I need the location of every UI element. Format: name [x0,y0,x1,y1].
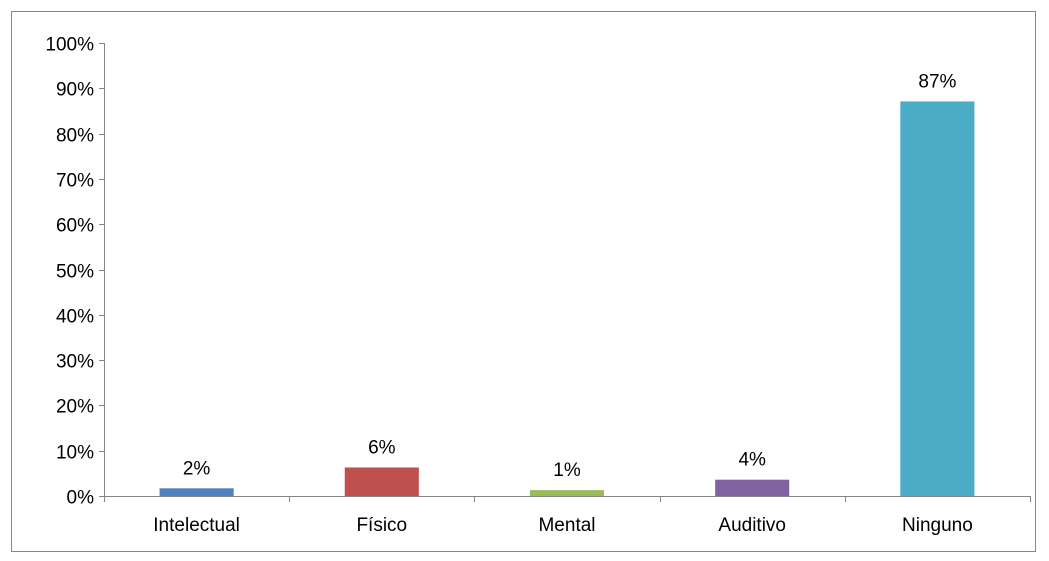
data-label: 6% [368,437,396,458]
x-category-label: Intelectual [153,515,240,536]
bar-intelectual [159,488,234,496]
x-category-label: Mental [538,515,595,536]
y-tick-label: 60% [56,216,94,237]
y-tick-label: 30% [56,352,94,373]
y-tick-label: 0% [67,488,95,509]
y-tick-label: 100% [45,35,94,56]
x-axis: Intelectual Físico Mental Auditivo Ninguno [104,496,1031,536]
data-label: 2% [183,458,211,479]
bar-mental [529,490,605,496]
bars [159,101,975,496]
bar-ninguno [900,101,975,496]
data-label: 87% [918,71,956,92]
y-tick-label: 20% [56,397,94,418]
x-category-label: Ninguno [902,515,973,536]
y-tick-label: 80% [56,126,94,147]
chart-border [11,11,1036,552]
y-tick-label: 70% [56,171,94,192]
y-tick-label: 10% [56,443,94,464]
x-category-label: Físico [356,515,407,536]
data-label: 1% [553,460,581,481]
y-tick-label: 50% [56,262,94,283]
data-labels: 2% 6% 1% 4% 87% [183,71,957,481]
y-axis: 0% 10% 20% 30% 40% 50% 60% 70% 80% 90% 100% [45,35,105,509]
bar-auditivo [715,479,790,496]
x-category-label: Auditivo [718,515,786,536]
y-tick-label: 90% [56,80,94,101]
bar-f-sico [344,467,419,496]
y-tick-label: 40% [56,307,94,328]
data-label: 4% [738,450,766,471]
